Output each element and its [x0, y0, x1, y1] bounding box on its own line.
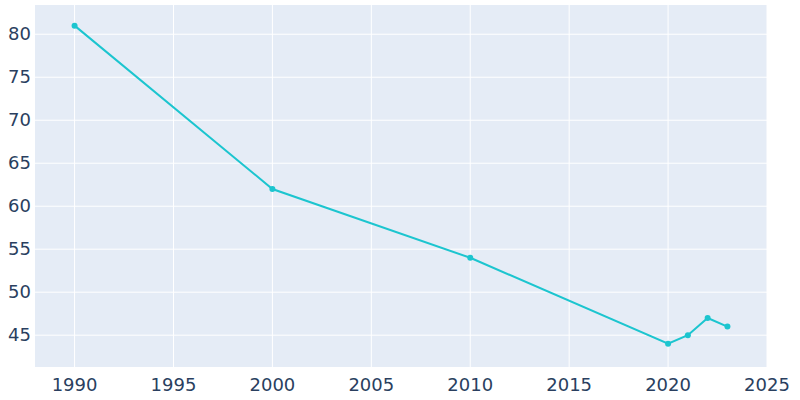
y-grid-line	[35, 163, 767, 164]
y-tick-label: 45	[8, 324, 31, 345]
x-grid-line	[470, 5, 471, 367]
y-grid-line	[35, 335, 767, 336]
y-tick-label: 50	[8, 281, 31, 302]
x-tick-label: 2010	[447, 374, 493, 395]
x-tick-label: 2020	[645, 374, 691, 395]
x-tick-label: 2005	[348, 374, 394, 395]
y-grid-line	[35, 77, 767, 78]
x-tick-label: 1990	[52, 374, 98, 395]
y-tick-label: 55	[8, 238, 31, 259]
data-group	[72, 23, 731, 347]
x-tick-label: 2000	[249, 374, 295, 395]
data-marker	[467, 255, 473, 261]
data-line	[75, 26, 728, 344]
x-grid-line	[569, 5, 570, 367]
x-grid-line	[767, 5, 768, 367]
data-marker	[685, 332, 691, 338]
data-marker	[269, 186, 275, 192]
data-marker	[72, 23, 78, 29]
y-tick-label: 70	[8, 109, 31, 130]
data-marker	[724, 324, 730, 330]
x-tick-label: 1995	[151, 374, 197, 395]
data-marker	[665, 341, 671, 347]
x-grid-line	[668, 5, 669, 367]
y-grid-line	[35, 249, 767, 250]
y-grid-line	[35, 292, 767, 293]
data-marker	[705, 315, 711, 321]
y-tick-label: 65	[8, 152, 31, 173]
x-tick-label: 2025	[744, 374, 790, 395]
y-tick-label: 75	[8, 66, 31, 87]
x-grid-line	[272, 5, 273, 367]
chart-container: 1990 1995 2000 2005 2010 2015 2020 2025 45 50 55 60…	[0, 0, 800, 400]
plot-background	[35, 5, 767, 367]
chart-svg: 1990 1995 2000 2005 2010 2015 2020 2025 45 50 55 60…	[0, 0, 800, 400]
x-tick-label: 2015	[546, 374, 592, 395]
y-tick-label: 60	[8, 195, 31, 216]
y-grid-line	[35, 120, 767, 121]
y-grid-line	[35, 206, 767, 207]
x-grid-line	[74, 5, 75, 367]
y-grid-line	[35, 34, 767, 35]
x-grid-line	[173, 5, 174, 367]
x-grid-line	[371, 5, 372, 367]
y-tick-label: 80	[8, 23, 31, 44]
